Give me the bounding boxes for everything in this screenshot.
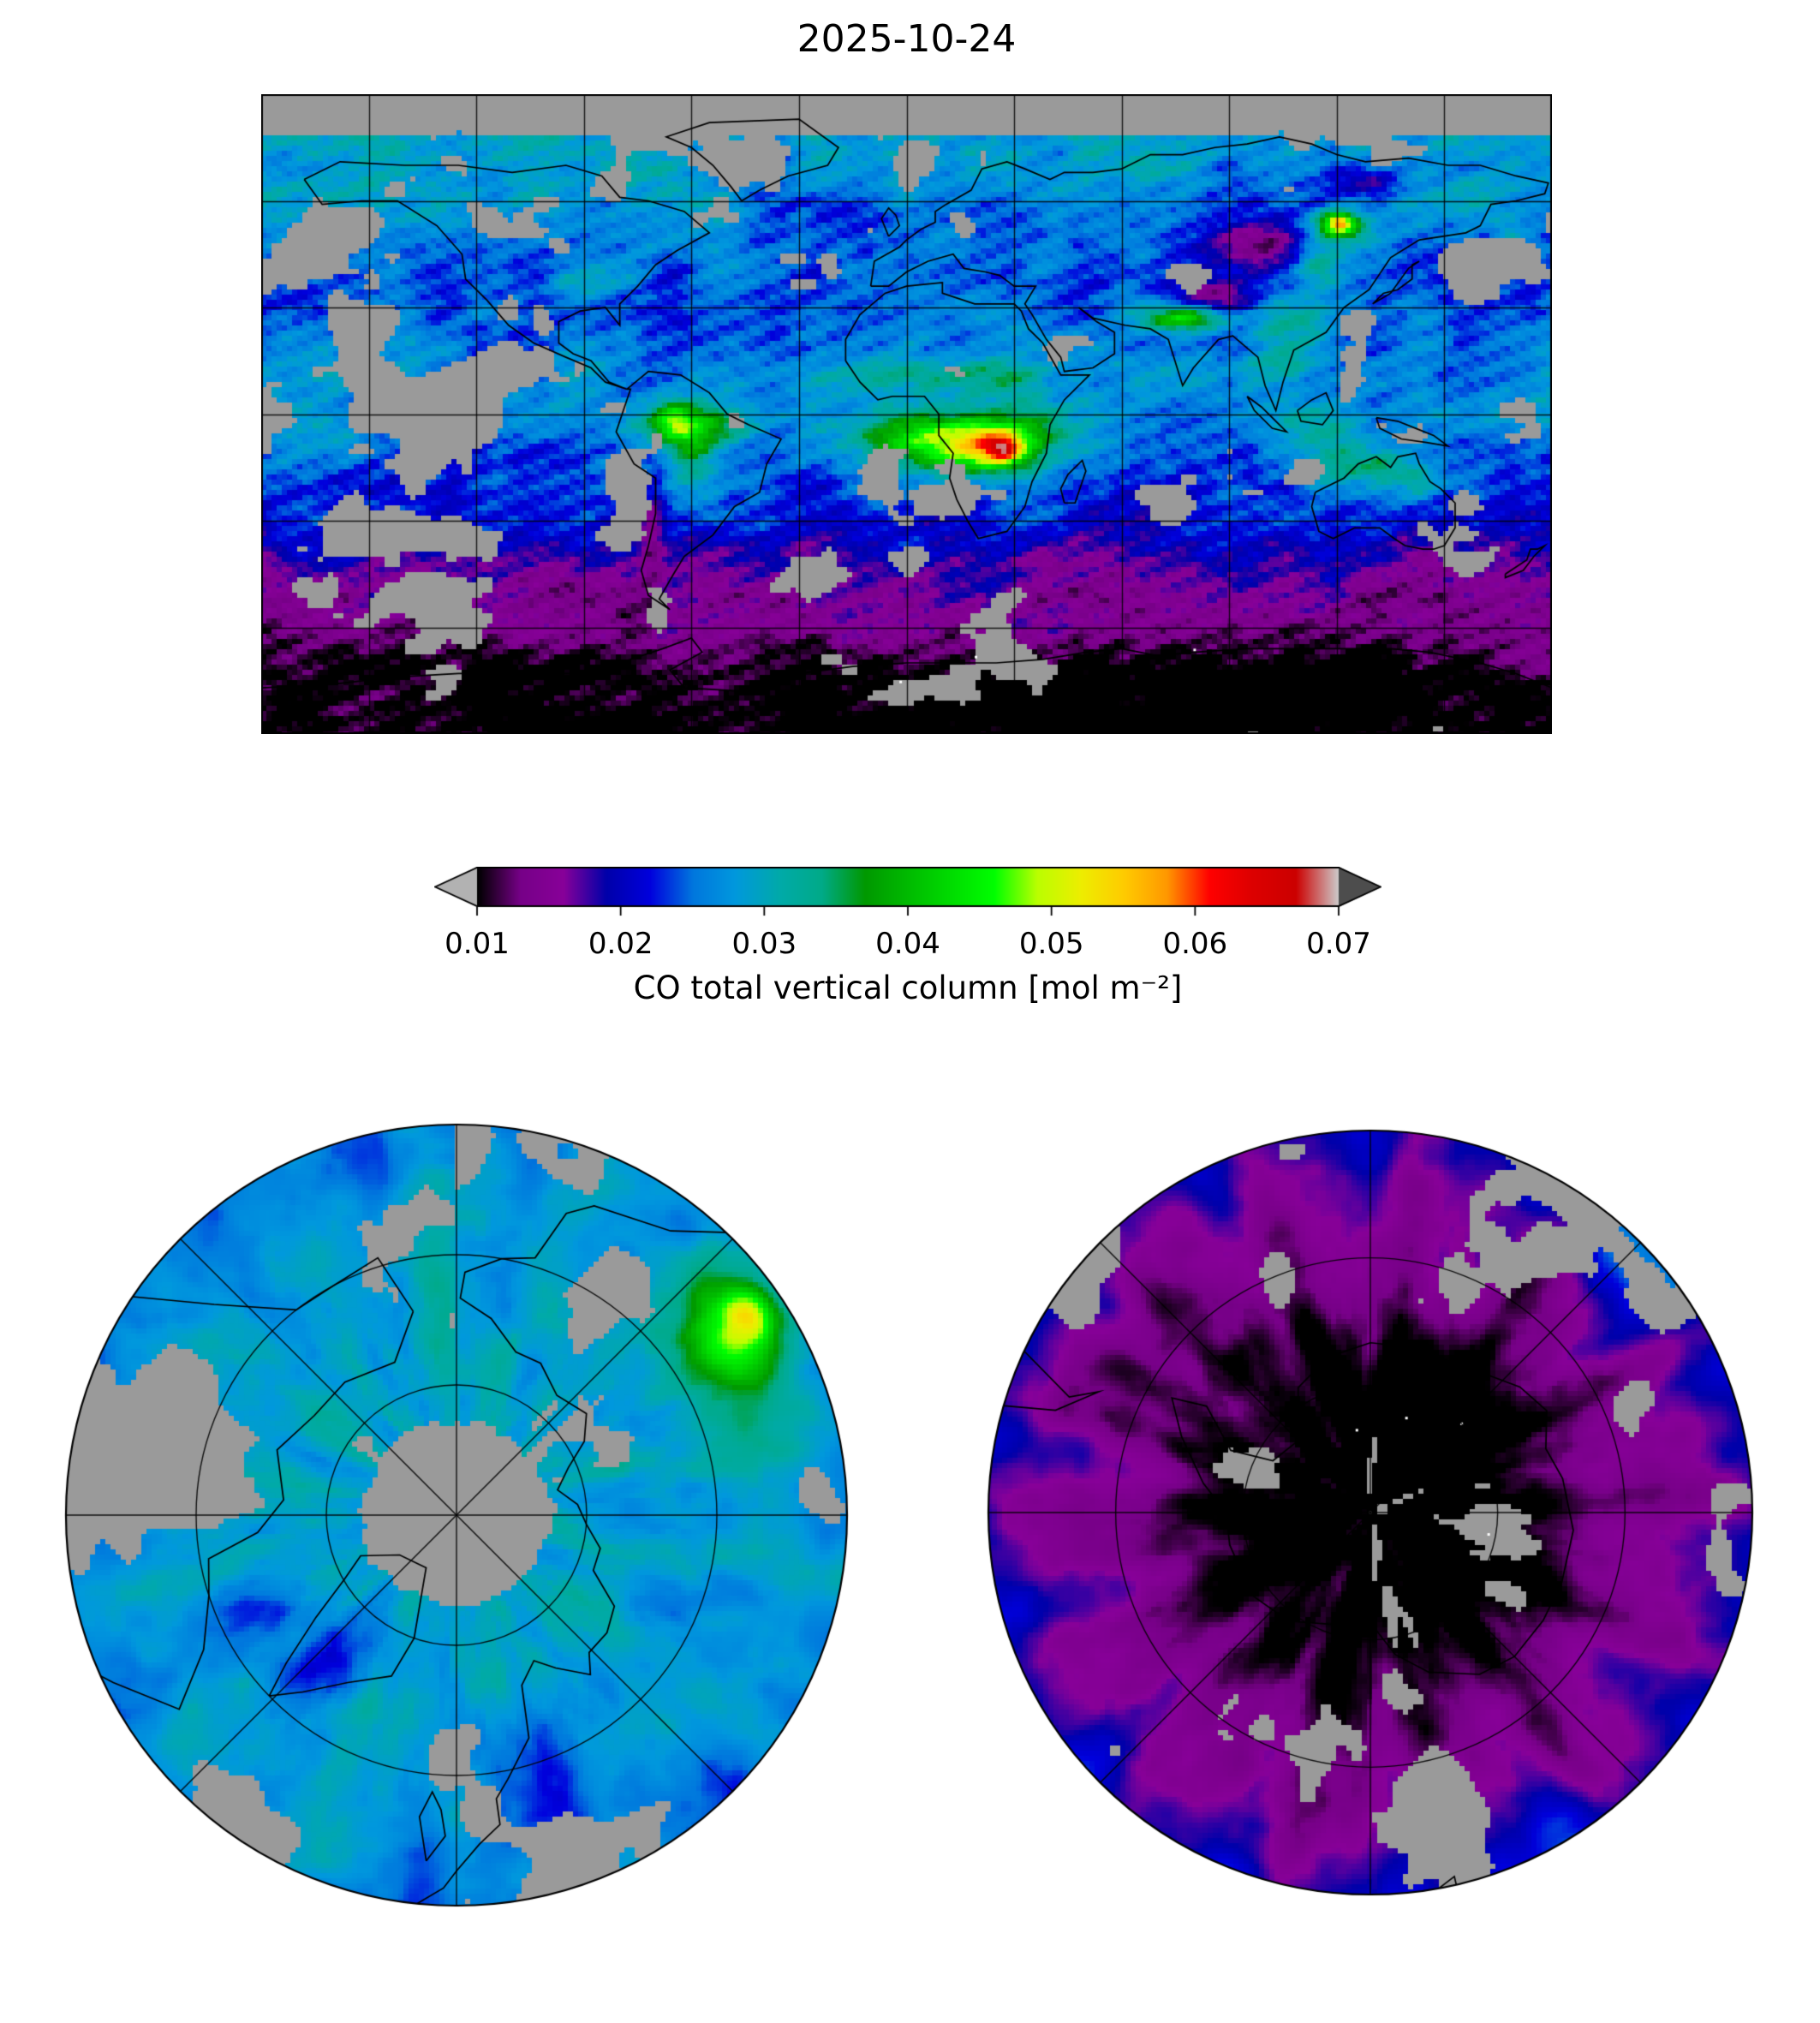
colorbar-tick-label: 0.04 <box>875 927 940 961</box>
colorbar: 0.01 0.02 0.03 0.04 0.05 0.06 0.07 CO to… <box>434 867 1381 1006</box>
colorbar-tick-label: 0.06 <box>1162 927 1228 961</box>
colorbar-label: CO total vertical column [mol m⁻²] <box>633 970 1183 1006</box>
colorbar-tick-label: 0.03 <box>731 927 797 961</box>
global-co-map <box>261 94 1552 734</box>
colorbar-tick-labels: 0.01 0.02 0.03 0.04 0.05 0.06 0.07 <box>434 920 1381 961</box>
colorbar-gradient <box>434 867 1381 920</box>
north-polar-co-map <box>64 1123 849 1907</box>
colorbar-tick-label: 0.05 <box>1018 927 1084 961</box>
colorbar-tick-label: 0.01 <box>445 927 510 961</box>
south-polar-co-map <box>987 1129 1754 1896</box>
figure-title: 2025-10-24 <box>797 17 1017 61</box>
colorbar-tick-label: 0.07 <box>1306 927 1371 961</box>
colorbar-tick-label: 0.02 <box>588 927 653 961</box>
